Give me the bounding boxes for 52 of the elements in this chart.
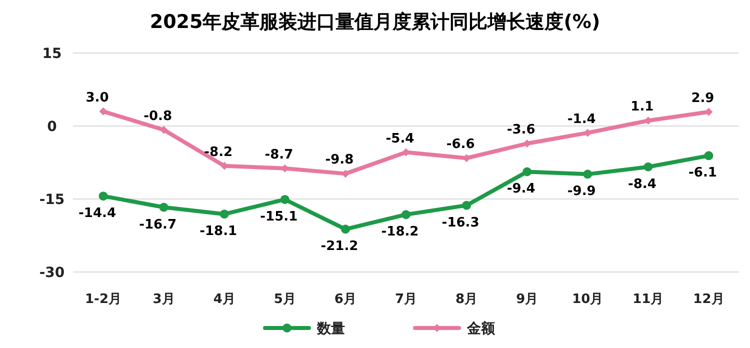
- x-tick-label: 3月: [152, 292, 175, 307]
- data-label: -18.2: [381, 224, 419, 240]
- x-tick-label: 8月: [456, 292, 478, 307]
- data-label: 3.0: [86, 90, 109, 106]
- data-label: -9.9: [567, 184, 596, 200]
- data-label: -16.7: [139, 217, 177, 232]
- point: [462, 200, 472, 210]
- point: [99, 107, 108, 116]
- y-tick-label: -15: [39, 192, 65, 208]
- point: [402, 210, 410, 220]
- legend-label: 金额: [466, 320, 496, 337]
- x-tick-label: 7月: [394, 292, 418, 307]
- data-label: -18.1: [200, 224, 238, 240]
- x-tick-label: 5月: [274, 292, 296, 307]
- y-tick-label: -30: [39, 265, 65, 281]
- x-tick-label: 11月: [632, 292, 664, 307]
- x-tick-label: 12月: [693, 292, 724, 307]
- chart-title: 2025年皮革服装进口量值月度累计同比增长速度(%): [150, 11, 600, 33]
- data-label: -16.3: [442, 215, 480, 230]
- point: [98, 192, 108, 201]
- x-tick-label: 9月: [516, 292, 538, 307]
- y-tick-label: 0: [47, 119, 58, 135]
- data-label: -21.2: [320, 239, 358, 254]
- data-label: -14.4: [78, 206, 116, 222]
- point: [159, 202, 168, 212]
- data-label: -9.4: [506, 182, 536, 197]
- data-label: -6.6: [446, 137, 475, 152]
- data-label: -15.1: [260, 209, 298, 224]
- point: [280, 194, 290, 204]
- data-label: -8.7: [264, 147, 294, 162]
- data-label: -9.8: [325, 152, 354, 168]
- data-label: -5.4: [386, 131, 414, 146]
- legend-label: 数量: [316, 321, 345, 337]
- data-label: -0.8: [144, 108, 172, 124]
- data-label: -3.6: [506, 122, 536, 138]
- data-label: -1.4: [567, 112, 596, 127]
- x-tick-label: 4月: [213, 292, 236, 307]
- x-tick-label: 1-2月: [85, 292, 122, 307]
- data-label: -8.2: [204, 144, 233, 160]
- data-label: -6.1: [688, 166, 717, 181]
- point: [704, 151, 714, 160]
- y-tick-label: 15: [42, 46, 62, 62]
- point: [220, 210, 229, 219]
- x-tick-label: 6月: [334, 292, 356, 307]
- point: [644, 162, 653, 172]
- point: [340, 224, 350, 234]
- data-label: 1.1: [630, 100, 654, 115]
- point: [583, 170, 592, 179]
- data-label: 2.9: [691, 90, 714, 106]
- x-tick-label: 10月: [572, 292, 604, 307]
- data-label: -8.4: [628, 176, 656, 192]
- point: [522, 167, 532, 176]
